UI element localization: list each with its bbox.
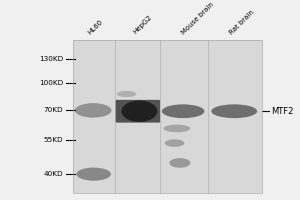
Text: HepG2: HepG2: [132, 14, 153, 35]
Text: Mouse brain: Mouse brain: [180, 1, 214, 35]
Bar: [74, 40, 262, 193]
Text: 40KD: 40KD: [43, 171, 63, 177]
Ellipse shape: [117, 91, 136, 97]
Text: 70KD: 70KD: [43, 107, 63, 113]
Ellipse shape: [165, 139, 184, 147]
Ellipse shape: [163, 125, 190, 132]
Ellipse shape: [169, 158, 190, 168]
Text: Rat brain: Rat brain: [228, 9, 255, 35]
Text: MTF2: MTF2: [271, 107, 294, 116]
FancyBboxPatch shape: [116, 100, 160, 123]
Ellipse shape: [211, 104, 257, 118]
Text: HL60: HL60: [87, 18, 104, 35]
Ellipse shape: [76, 168, 111, 181]
Ellipse shape: [75, 103, 112, 118]
Text: 55KD: 55KD: [43, 137, 63, 143]
Ellipse shape: [162, 104, 204, 118]
Text: 130KD: 130KD: [39, 56, 63, 62]
Ellipse shape: [122, 101, 157, 122]
Text: 100KD: 100KD: [39, 80, 63, 86]
Bar: [74, 40, 262, 193]
